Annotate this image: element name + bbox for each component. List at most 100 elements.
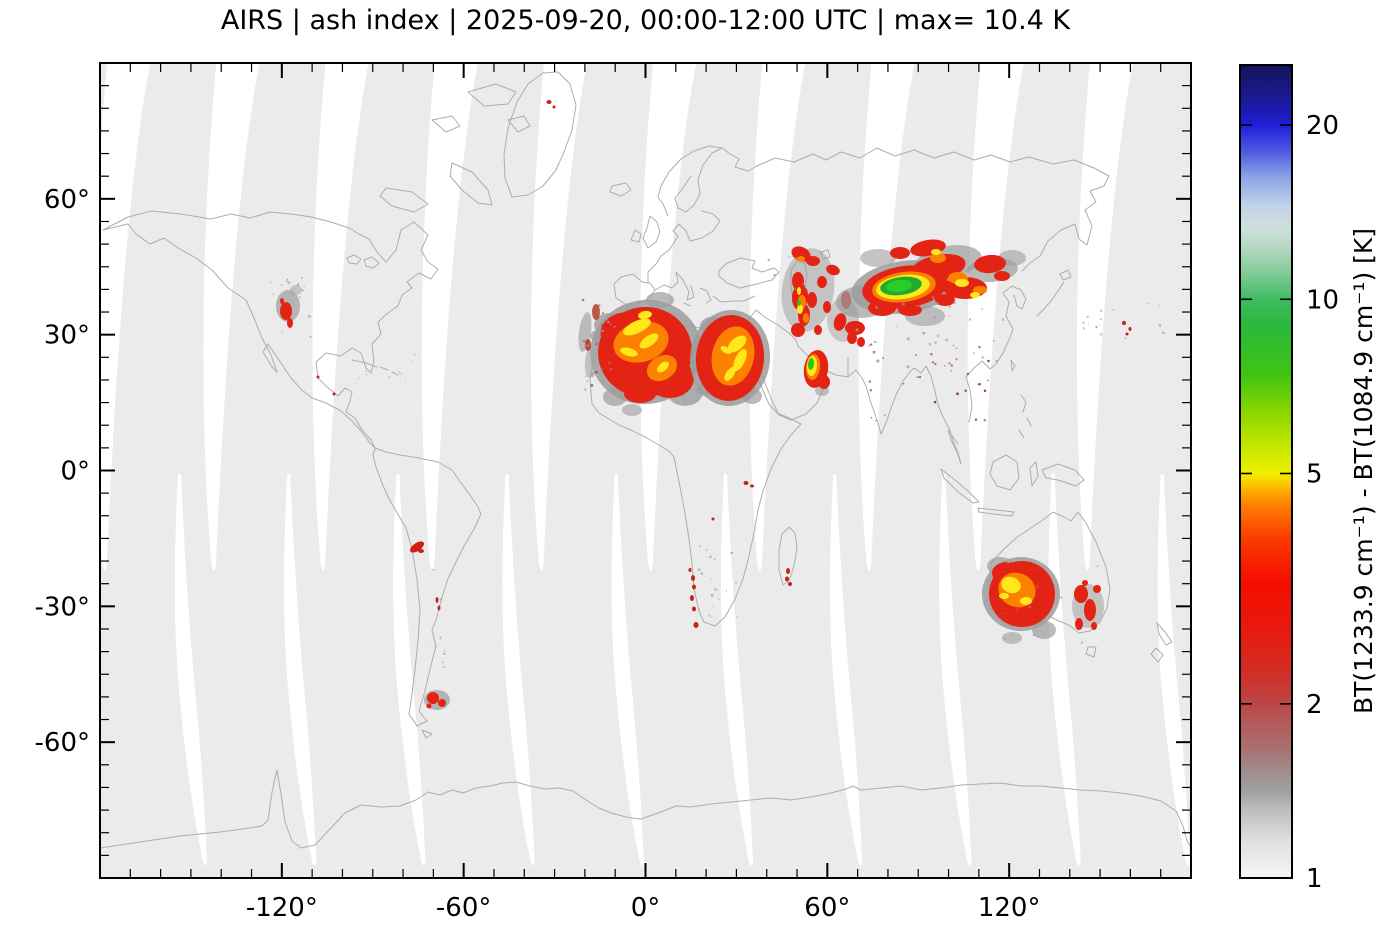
ash-speckle	[916, 305, 918, 307]
ash-spot	[886, 279, 912, 293]
swath-gap-south	[720, 474, 754, 866]
x-tick-label: 0°	[631, 893, 661, 923]
ash-speckle	[601, 324, 603, 327]
ash-speckle	[1112, 308, 1115, 311]
coastline-arctic-islands	[379, 83, 531, 213]
swath-gap-north	[94, 64, 150, 571]
ash-speckle	[410, 360, 412, 362]
ash-speckle	[595, 342, 598, 346]
ash-speckle	[907, 337, 910, 340]
ash-speckle	[590, 374, 594, 377]
ash-speckle	[1007, 560, 1010, 564]
ash-spot	[791, 323, 805, 337]
ash-speckle	[441, 661, 444, 664]
ash-speckle	[281, 331, 283, 333]
ash-spot	[974, 254, 1006, 274]
ash-spot	[418, 549, 424, 553]
ash-region-central-asia-max	[836, 239, 1026, 335]
ash-speckle	[1099, 324, 1100, 326]
coastline-south-america	[372, 447, 482, 739]
ash-speckle	[587, 344, 590, 347]
ash-spot	[785, 576, 789, 582]
colorbar-gradient-bar	[1240, 65, 1292, 878]
ash-speckle-field	[270, 277, 312, 338]
ash-speckle-field	[868, 343, 990, 422]
ash-speckle	[736, 616, 738, 618]
ash-spot	[833, 313, 847, 331]
ash-speckle	[590, 384, 594, 387]
swath-gap-north	[967, 64, 1024, 571]
ash-speckle	[1036, 585, 1039, 588]
swath-gap-north	[312, 64, 369, 571]
ash-spot	[657, 361, 669, 373]
ash-speckle	[365, 374, 368, 376]
swath-gap-south	[174, 474, 208, 866]
ash-region-east-australia	[1072, 580, 1104, 630]
coastline-iceland	[609, 182, 632, 197]
ash-spot	[973, 286, 987, 294]
ash-region-arabian-sea	[803, 350, 830, 396]
colorbar: 1 2 5 10 20 BT(1233.9 cm⁻¹) - BT(1084.9 cm⁻¹)…	[1239, 64, 1378, 894]
ash-speckle	[1158, 324, 1161, 327]
ash-speckle	[358, 377, 361, 379]
swath-gap-layer	[94, 64, 1190, 866]
ash-spot	[826, 264, 840, 276]
ash-speckle-field	[584, 320, 616, 391]
y-tick-label: -30°	[35, 592, 90, 622]
ash-speckle-field	[582, 298, 608, 387]
ash-speckle	[948, 305, 951, 308]
ash-speckle	[981, 356, 984, 359]
ash-spot	[868, 300, 896, 316]
swath-gap-south	[393, 474, 426, 866]
ash-region-anatolia-caucasus-iran	[781, 246, 865, 347]
coastline-new-zealand	[1150, 622, 1173, 663]
ash-speckle	[933, 401, 937, 404]
ash-speckle	[983, 389, 987, 392]
ash-speckle	[598, 304, 601, 307]
ash-spot	[803, 313, 809, 323]
ash-speckle	[794, 288, 797, 291]
ash-speckle	[875, 420, 877, 422]
ash-speckle	[928, 343, 932, 346]
ash-spot	[890, 247, 910, 259]
ash-speckle	[858, 301, 861, 304]
ash-spot	[623, 318, 651, 336]
ash-speckle	[1014, 581, 1017, 584]
coastline-indonesia	[940, 454, 1085, 517]
ash-speckle	[872, 351, 876, 354]
ash-speckle	[956, 392, 959, 395]
map-border	[99, 62, 1192, 879]
ash-spot	[1002, 632, 1022, 644]
ash-speckle	[966, 373, 969, 375]
ash-speckle	[705, 548, 708, 551]
ash-speckle	[1086, 315, 1089, 318]
ash-spot	[797, 256, 805, 262]
ash-speckle	[983, 419, 986, 422]
ash-speckle	[605, 347, 608, 350]
ash-speckle	[713, 588, 716, 590]
ash-speckle	[602, 312, 604, 314]
ash-speckle	[964, 389, 967, 392]
ash-speckle	[443, 650, 446, 652]
ash-speckle	[995, 360, 998, 362]
ash-region-algeria-sahara	[590, 292, 703, 416]
ash-spot	[807, 358, 815, 370]
ash-spot	[693, 622, 699, 628]
ash-speckle-field	[355, 354, 416, 385]
ash-speckle	[906, 365, 910, 369]
ash-spot	[316, 375, 320, 379]
ash-speckle	[932, 296, 934, 299]
ash-speckle	[443, 666, 446, 668]
ash-speckle	[870, 343, 873, 346]
ash-speckle	[1002, 621, 1004, 624]
ash-speckle	[981, 308, 984, 310]
coastline-east-asia	[947, 285, 1027, 465]
ash-spot	[639, 333, 659, 349]
ash-speckle	[725, 590, 727, 592]
ash-speckle	[978, 346, 981, 349]
ash-spot	[1032, 621, 1056, 639]
ash-speckle	[934, 341, 937, 344]
ash-spot	[733, 348, 747, 372]
ash-spot	[847, 332, 857, 344]
ash-speckle	[1007, 559, 1010, 562]
